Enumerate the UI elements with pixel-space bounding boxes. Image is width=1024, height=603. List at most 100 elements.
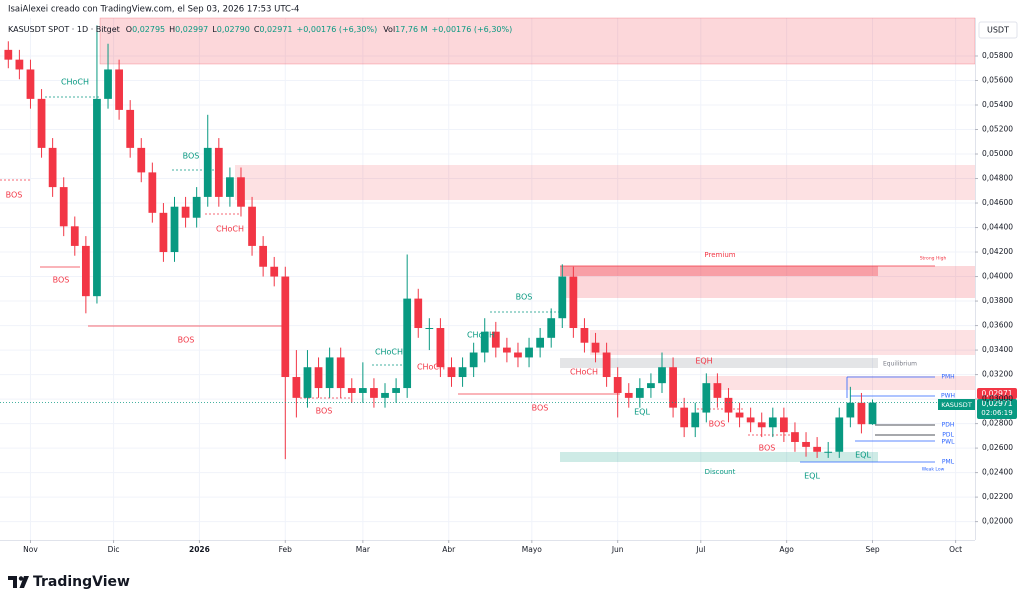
strong-high-label: Strong High — [920, 256, 947, 262]
candle-body — [569, 276, 578, 329]
candle-body — [602, 352, 611, 378]
x-tick-label: Ago — [779, 545, 794, 554]
candle-body — [857, 402, 866, 425]
pml-label: PML — [942, 459, 955, 466]
candle-body — [591, 342, 600, 353]
y-tick-label: 0,03800 — [982, 296, 1013, 305]
candle-body — [414, 298, 423, 329]
y-tick-label: 0,05400 — [982, 100, 1013, 109]
candle-body — [658, 367, 666, 384]
candle-body — [868, 402, 877, 425]
logo-part — [8, 576, 17, 580]
candle-body — [458, 367, 467, 378]
pdh-label: PDH — [942, 422, 955, 429]
pwl-label: PWL — [942, 439, 956, 446]
equilibrium-label: Equilibrium — [883, 361, 917, 368]
candle-body — [358, 388, 367, 393]
logo-part — [13, 576, 17, 588]
candle-body — [503, 347, 511, 353]
candle-body — [4, 49, 13, 60]
legend-key: H — [169, 25, 175, 34]
candle-body — [325, 357, 334, 389]
legend-change: +0,00176 (+6,30%) — [297, 25, 378, 34]
countdown-label: 02:06:19 — [981, 409, 1012, 417]
candle-body — [824, 451, 833, 453]
unit-box[interactable] — [978, 21, 1018, 39]
y-tick-label: 0,03200 — [982, 370, 1013, 379]
candle-body — [613, 377, 622, 393]
header: IsaiAlexei creado con TradingView.com, e… — [8, 5, 299, 15]
candle-body — [635, 388, 644, 398]
candle-body — [126, 109, 135, 148]
candle-body — [480, 331, 489, 353]
y-tick-label: 0,02400 — [982, 468, 1013, 477]
candle-body — [237, 177, 245, 207]
legend-key: L — [212, 25, 217, 34]
candle-body — [713, 383, 722, 398]
candle-body — [292, 377, 301, 398]
eqh-label: EQH — [695, 357, 712, 366]
logo-part — [18, 576, 24, 581]
candle-body — [647, 383, 655, 389]
candle-body — [735, 412, 744, 418]
candle-body — [835, 417, 844, 452]
bos-label: BOS — [516, 293, 533, 302]
supply-zone — [706, 376, 975, 390]
candle-body — [802, 441, 810, 447]
supply-zone — [590, 330, 975, 355]
y-tick-label: 0,04400 — [982, 223, 1013, 232]
premium-zone — [560, 266, 878, 276]
candle-body — [203, 147, 212, 197]
pdl-label: PDL — [942, 432, 954, 439]
bos-label: BOS — [53, 276, 70, 285]
premium-label: Premium — [704, 251, 735, 259]
pwh-label: PWH — [941, 393, 955, 400]
bos-label: BOS — [316, 407, 333, 416]
candle-body — [281, 276, 290, 378]
logo-part — [19, 576, 29, 588]
candle-body — [314, 367, 323, 389]
legend-value: 17,76 M — [395, 25, 427, 34]
equilibrium-zone — [560, 358, 878, 368]
candle-body — [37, 98, 46, 148]
candle-body — [525, 347, 533, 358]
legend-symbol: KASUSDT SPOT · 1D · Bitget — [8, 25, 120, 34]
x-tick-label: Sep — [865, 545, 879, 554]
candle-body — [26, 69, 35, 99]
unit-label: USDT — [987, 26, 1009, 35]
supply-zone — [235, 165, 975, 200]
y-tick-label: 0,02600 — [982, 443, 1013, 452]
candle-body — [259, 245, 268, 267]
bos-label: BOS — [178, 336, 195, 345]
zones — [99, 17, 976, 462]
bos-label: BOS — [6, 191, 23, 200]
choch-label: CHoCH — [61, 78, 89, 87]
candle-body — [469, 352, 478, 368]
candle-body — [370, 388, 378, 398]
y-tick-label: 0,02000 — [982, 517, 1013, 526]
legend-value: 0,02997 — [175, 25, 208, 34]
y-tick-label: 0,05600 — [982, 75, 1013, 84]
candle-body — [15, 59, 24, 70]
candle-body — [59, 187, 68, 227]
candle-body — [491, 331, 500, 348]
candle-body — [226, 177, 234, 197]
supply-zone — [560, 266, 975, 298]
candle-body — [303, 367, 312, 398]
bos-label: BOS — [709, 420, 726, 429]
logo — [8, 576, 29, 588]
candle-body — [536, 337, 545, 348]
candle-body — [846, 402, 855, 418]
discount-zone — [560, 452, 878, 462]
x-tick-label: Dic — [108, 545, 120, 554]
candle-body — [757, 422, 766, 428]
price-tag — [977, 388, 1017, 399]
x-tick-label: Oct — [949, 545, 962, 554]
candle-body — [192, 196, 201, 218]
candle-body — [768, 417, 777, 428]
candle-body — [680, 407, 689, 428]
candle-body — [70, 226, 79, 246]
legend-change: +0,00176 (+6,30%) — [432, 25, 513, 34]
candle-body — [81, 245, 90, 297]
